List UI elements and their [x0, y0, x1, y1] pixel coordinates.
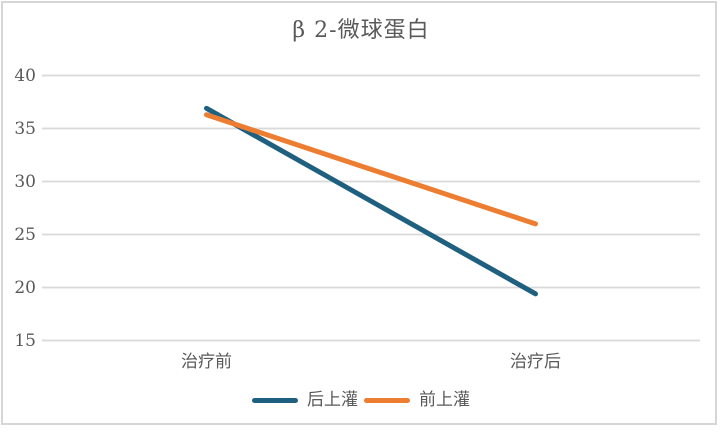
y-tick-label-15: 15 — [14, 331, 36, 351]
legend-label-1: 前上灌 — [419, 389, 470, 410]
legend-line-swatch-1 — [364, 397, 410, 403]
y-tick-label-35: 35 — [14, 119, 36, 139]
legend-item-0: 后上灌 — [252, 389, 358, 410]
y-tick-label-25: 25 — [14, 225, 36, 245]
series-line-0 — [204, 105, 538, 297]
legend-label-0: 后上灌 — [307, 389, 358, 410]
y-tick-label-40: 40 — [14, 66, 36, 86]
x-category-label-0: 治疗前 — [181, 352, 232, 372]
y-tick-label-30: 30 — [14, 172, 36, 192]
series-line-1 — [204, 112, 538, 227]
y-tick-label-20: 20 — [14, 278, 36, 298]
legend-item-1: 前上灌 — [364, 389, 470, 410]
x-category-label-1: 治疗后 — [510, 352, 561, 372]
legend: 后上灌 前上灌 — [0, 389, 722, 411]
chart-title: β 2-微球蛋白 — [292, 18, 430, 43]
legend-line-swatch-0 — [252, 397, 298, 403]
